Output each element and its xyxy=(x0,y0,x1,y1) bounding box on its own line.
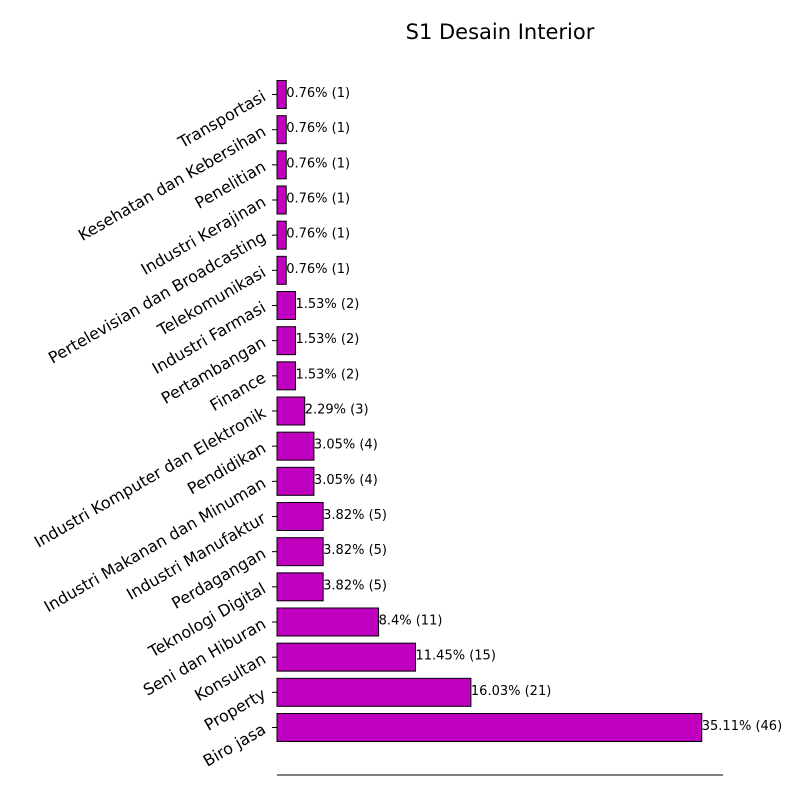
value-label-2: 11.45% (15) xyxy=(416,649,496,664)
bar-5 xyxy=(276,537,324,567)
bars-layer xyxy=(276,80,703,742)
bar-13 xyxy=(276,255,287,285)
bar-16 xyxy=(276,150,287,180)
bar-11 xyxy=(276,326,296,356)
bar-6 xyxy=(276,502,324,531)
bar-4 xyxy=(276,572,324,602)
value-label-11: 1.53% (2) xyxy=(295,332,359,347)
value-label-13: 0.76% (1) xyxy=(286,262,350,277)
bar-9 xyxy=(276,396,306,426)
value-label-0: 35.11% (46) xyxy=(702,719,782,734)
value-label-1: 16.03% (21) xyxy=(471,684,551,699)
value-label-14: 0.76% (1) xyxy=(286,227,350,242)
bar-14 xyxy=(276,220,287,250)
chart-title: S1 Desain Interior xyxy=(406,20,595,44)
value-label-16: 0.76% (1) xyxy=(286,156,350,171)
value-labels-layer: 35.11% (46) 16.03% (21) 11.45% (15) 8.4% (1… xyxy=(286,86,782,734)
value-label-4: 3.82% (5) xyxy=(323,578,387,593)
value-label-15: 0.76% (1) xyxy=(286,192,350,207)
value-label-5: 3.82% (5) xyxy=(323,543,387,558)
value-label-17: 0.76% (1) xyxy=(286,121,350,136)
bar-10 xyxy=(276,361,296,391)
bar-0 xyxy=(276,713,703,742)
bar-15 xyxy=(276,185,287,215)
value-label-8: 3.05% (4) xyxy=(314,438,378,453)
value-label-7: 3.05% (4) xyxy=(314,473,378,488)
bar-3 xyxy=(276,607,380,637)
bar-7 xyxy=(276,466,315,496)
value-label-9: 2.29% (3) xyxy=(305,403,369,418)
value-label-18: 0.76% (1) xyxy=(286,86,350,101)
value-label-3: 8.4% (11) xyxy=(379,614,443,629)
bar-8 xyxy=(276,431,315,461)
value-label-10: 1.53% (2) xyxy=(295,367,359,382)
value-label-12: 1.53% (2) xyxy=(295,297,359,312)
bar-17 xyxy=(276,115,287,145)
bar-2 xyxy=(276,642,417,672)
bar-12 xyxy=(276,291,296,320)
bar-1 xyxy=(276,677,472,707)
bar-18 xyxy=(276,80,287,109)
value-label-6: 3.82% (5) xyxy=(323,508,387,523)
